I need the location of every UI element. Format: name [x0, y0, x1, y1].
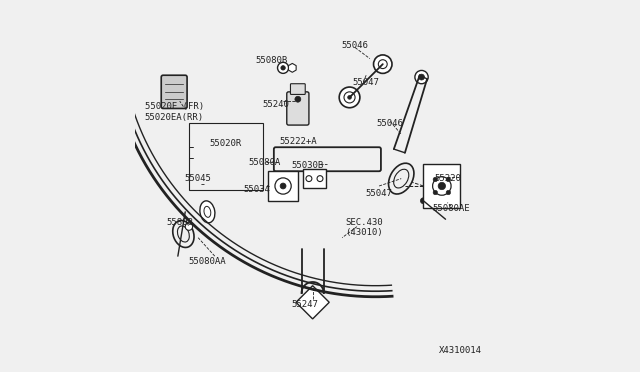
FancyBboxPatch shape [287, 92, 309, 125]
FancyBboxPatch shape [161, 75, 187, 109]
Text: 55034: 55034 [244, 185, 271, 194]
Text: 55047: 55047 [353, 78, 380, 87]
Circle shape [185, 223, 193, 230]
Text: 55030B: 55030B [291, 161, 323, 170]
Text: 55046: 55046 [342, 41, 369, 50]
Ellipse shape [200, 201, 215, 223]
Circle shape [420, 198, 426, 204]
Circle shape [438, 182, 445, 190]
Text: 55080A: 55080A [248, 157, 281, 167]
Circle shape [374, 55, 392, 73]
Text: 55808: 55808 [166, 218, 193, 227]
Circle shape [278, 62, 289, 73]
Circle shape [280, 183, 286, 189]
Text: 55046: 55046 [377, 119, 404, 128]
Circle shape [295, 96, 301, 102]
Circle shape [433, 190, 438, 195]
Circle shape [433, 177, 438, 182]
Text: X4310014: X4310014 [439, 346, 482, 355]
Circle shape [419, 74, 424, 80]
Circle shape [339, 87, 360, 108]
Text: 55047: 55047 [365, 189, 392, 198]
Text: 55220: 55220 [434, 174, 461, 183]
Text: 55080B: 55080B [256, 56, 288, 65]
Circle shape [281, 65, 285, 70]
Text: 55222+A: 55222+A [279, 137, 317, 146]
FancyBboxPatch shape [291, 84, 305, 94]
Text: 55240: 55240 [262, 100, 289, 109]
Text: SEC.430: SEC.430 [346, 218, 383, 227]
Circle shape [415, 70, 428, 84]
Text: 55020R: 55020R [210, 139, 242, 148]
Bar [424, 164, 460, 208]
Circle shape [446, 177, 451, 182]
Text: 55080AE: 55080AE [432, 203, 470, 213]
Circle shape [317, 176, 323, 182]
Circle shape [306, 176, 312, 182]
Bar [189, 123, 263, 190]
Text: 55247: 55247 [292, 300, 319, 309]
Circle shape [446, 190, 451, 195]
Text: 55020E (FR): 55020E (FR) [145, 102, 204, 111]
Bar [303, 169, 326, 188]
Circle shape [348, 96, 351, 99]
Text: 55045: 55045 [185, 174, 212, 183]
Text: 55080AA: 55080AA [189, 257, 226, 266]
Text: 55020EA(RR): 55020EA(RR) [145, 113, 204, 122]
Bar [268, 171, 298, 201]
Text: (43010): (43010) [346, 228, 383, 237]
